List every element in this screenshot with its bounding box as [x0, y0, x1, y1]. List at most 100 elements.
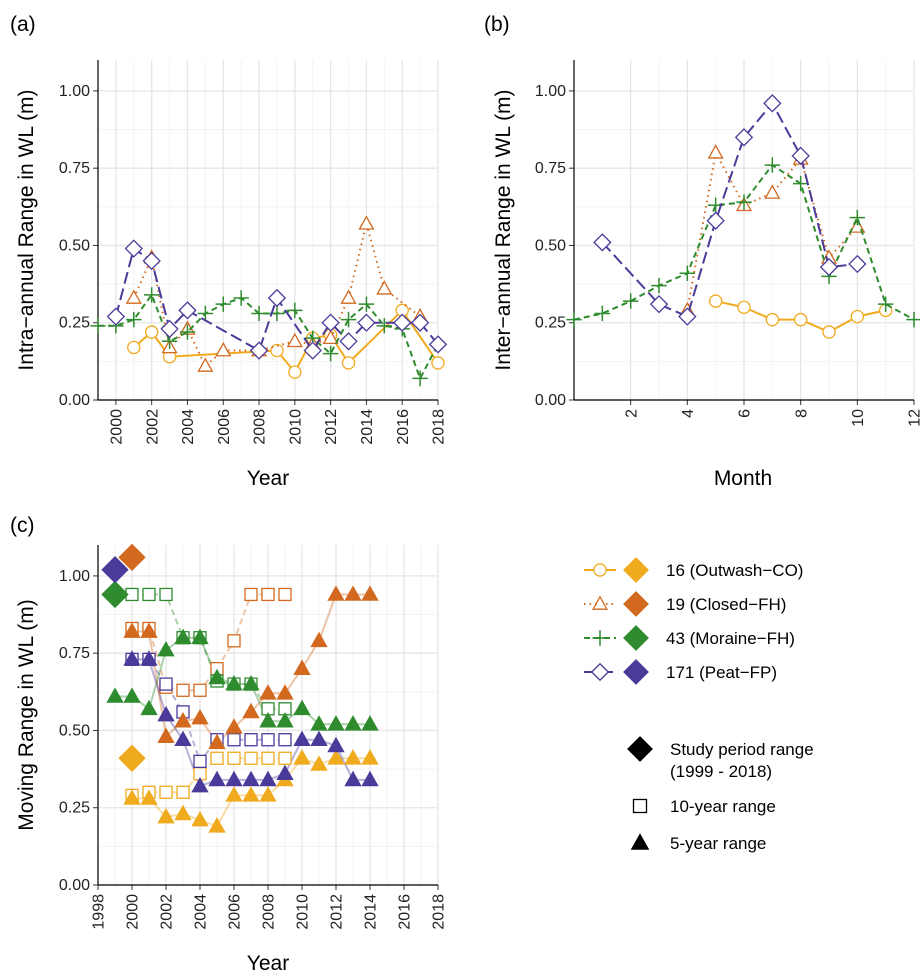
panel-a-series-line-16 — [133, 308, 439, 374]
panel-c-10yr-line-43 — [132, 593, 285, 710]
panel-c-5yr-point-16 — [259, 786, 277, 802]
panel-c-10yr-point-19 — [176, 683, 190, 697]
panel-c-5yr-point-19 — [310, 631, 328, 648]
panel-c-5yr-point-16 — [310, 755, 328, 771]
panel-c-5yr-point-19 — [140, 622, 158, 638]
panel-c-x-tick-label: 2002 — [159, 894, 176, 930]
legend-range-label-triangle: 5-year range — [670, 834, 766, 853]
panel-a-point-19 — [197, 357, 214, 372]
panel-a-series-line-43 — [98, 292, 439, 381]
panel-a-plot: 0.00 0.25 0.50 0.75 1.00 2000 2002 2004 2006 2008… — [59, 60, 448, 445]
legend-range-sublabel-diamond: (1999 - 2018) — [670, 762, 772, 781]
panel-a-point-19 — [286, 332, 303, 348]
panel-b-series-line-171 — [601, 101, 858, 318]
panel-c-10yr-point-19 — [227, 634, 241, 648]
panel-c-5yr-point-43 — [174, 628, 192, 645]
panel-b-point-43 — [651, 277, 667, 294]
panel-b-x-tick-label: 6 — [737, 409, 754, 418]
panel-c-5yr-point-19 — [293, 659, 311, 675]
panel-c-10yr-point-171 — [244, 733, 258, 747]
panel-c-5yr-point-16 — [344, 749, 362, 765]
panel-a-x-tick-label: 2006 — [216, 409, 233, 445]
panel-b-point-171 — [678, 307, 697, 326]
panel-c-5yr-point-171 — [242, 770, 260, 787]
panel-c-5yr-point-19 — [276, 684, 294, 700]
legend-range-marker-square — [632, 798, 648, 814]
panel-c-5yr-point-16 — [191, 810, 209, 827]
panel-a-x-tick-label: 2010 — [287, 409, 304, 445]
panel-c-5yr-point-19 — [242, 702, 260, 719]
panel-c-5yr-point-16 — [157, 807, 175, 824]
panel-a-point-43 — [143, 287, 160, 303]
panel-c-y-tick-label: 0.50 — [59, 722, 90, 739]
panel-b-point-43 — [566, 311, 582, 328]
panel-b-point-171 — [848, 254, 867, 274]
panel-c-5yr-point-43 — [242, 674, 260, 691]
panel-b-y-tick-label: 1.00 — [535, 83, 566, 100]
legend-range-label-square: 10-year range — [670, 797, 776, 816]
panel-c-5yr-point-16 — [174, 804, 192, 821]
panel-a-point-43 — [126, 311, 142, 328]
panel-a-point-19 — [215, 342, 232, 357]
legend-marker-16 — [593, 563, 607, 577]
panel-a-point-19 — [358, 215, 375, 230]
panel-c-5yr-point-171 — [293, 730, 311, 747]
panel-a-x-tick-label: 2018 — [431, 409, 448, 445]
panel-a-point-19 — [322, 329, 339, 345]
panel-c-10yr-point-171 — [227, 733, 241, 747]
panel-c-5yr-line-43 — [115, 636, 370, 726]
panel-c-y-tick-label: 0.25 — [59, 800, 90, 817]
panel-b-point-43 — [849, 209, 866, 226]
legend-label-43: 43 (Moraine−FH) — [666, 629, 795, 648]
panel-c-10yr-point-16 — [278, 751, 292, 765]
panel-b-point-43 — [764, 157, 781, 173]
panel-b-point-171 — [819, 257, 839, 277]
panel-c-5yr-point-19 — [208, 733, 226, 750]
panel-c-y-tick-label: 0.75 — [59, 645, 90, 662]
panel-c-5yr-point-19 — [259, 684, 277, 700]
panel-b-point-171 — [593, 233, 612, 252]
panel-c-5yr-point-171 — [123, 650, 141, 666]
legend-label-19: 19 (Closed−FH) — [666, 595, 786, 614]
panel-a-y-tick-label: 0.75 — [59, 160, 90, 177]
panel-a-point-171 — [357, 313, 376, 332]
panel-c-5yr-point-16 — [123, 789, 141, 805]
panel-c-5yr-point-43 — [310, 715, 328, 731]
panel-c-5yr-point-171 — [225, 770, 243, 787]
panel-c-study-period-point-43 — [101, 580, 129, 609]
panel-a-point-171 — [339, 332, 358, 351]
panel-a-x-tick-label: 2016 — [395, 409, 412, 445]
panel-c-study-period-point-16 — [118, 744, 146, 772]
panel-c-10yr-point-43 — [159, 587, 173, 602]
panel-c-x-axis-title: Year — [247, 952, 289, 975]
panel-c-5yr-point-43 — [344, 715, 362, 731]
panel-a-point-171 — [249, 341, 269, 360]
panel-c-10yr-point-19 — [244, 587, 258, 602]
panel-a-point-19 — [125, 289, 142, 304]
panel-a-x-tick-label: 2002 — [144, 409, 161, 445]
panel-c-5yr-point-43 — [259, 712, 277, 728]
panel-c-5yr-point-171 — [361, 770, 379, 787]
panel-b-point-43 — [906, 311, 920, 328]
panel-b-x-tick-label: 8 — [793, 409, 810, 418]
panel-c-5yr-point-171 — [157, 705, 175, 722]
legend-marker-43 — [592, 630, 608, 646]
panel-c-study-period-point-171 — [101, 556, 129, 584]
panel-b-x-axis-title: Month — [714, 467, 772, 490]
panel-b-x-tick-label: 4 — [680, 409, 697, 418]
panel-c-5yr-point-19 — [123, 622, 141, 638]
panel-a-point-171 — [428, 335, 448, 354]
panel-b-x-tick-label: 10 — [850, 409, 867, 427]
panel-c-y-tick-label: 0.00 — [59, 877, 90, 894]
panel-c-10yr-line-19 — [132, 593, 285, 692]
panel-c-x-tick-label: 2004 — [193, 894, 210, 930]
panel-c-5yr-point-19 — [174, 712, 192, 728]
panel-a-point-171 — [393, 313, 412, 332]
legend-marker-171 — [590, 662, 610, 682]
panel-a-point-171 — [410, 313, 430, 332]
panel-a-point-171 — [160, 319, 179, 339]
panel-c-10yr-point-171 — [159, 677, 173, 691]
panel-b-point-19 — [764, 184, 781, 199]
panel-c-x-tick-label: 2006 — [227, 894, 244, 930]
